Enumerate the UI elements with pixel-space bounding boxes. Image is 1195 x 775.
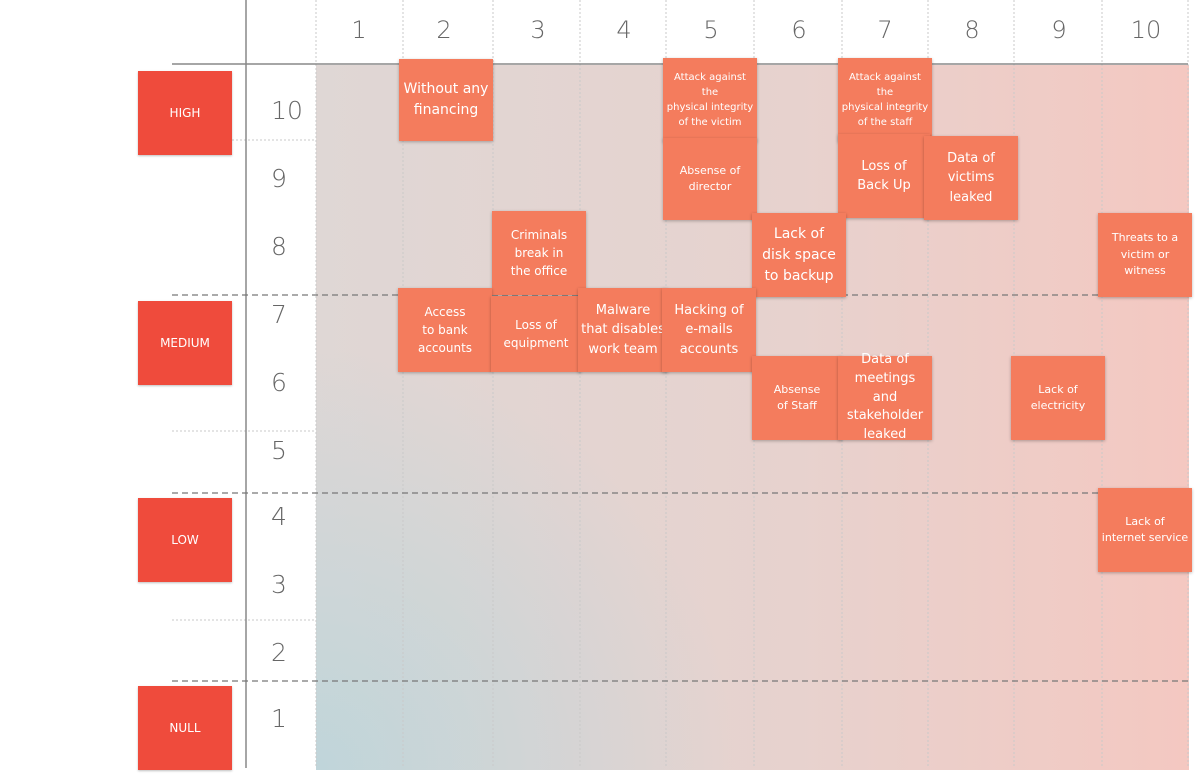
risk-note-loss-backup: Loss of Back Up <box>838 134 930 218</box>
row-number-9: 9 <box>271 164 287 193</box>
column-number-2: 2 <box>436 16 452 44</box>
risk-note-meetings-leaked: Data of meetings and stakeholder leaked <box>838 352 932 442</box>
column-number-6: 6 <box>791 16 807 44</box>
risk-note-absense-staff: Absense of Staff <box>752 356 842 440</box>
risk-note-threats-victim: Threats to a victim or witness <box>1098 213 1192 297</box>
level-null-label: NULL <box>138 686 232 770</box>
row-number-4: 4 <box>271 502 287 531</box>
row-number-8: 8 <box>271 232 287 261</box>
column-number-7: 7 <box>877 16 893 44</box>
risk-note-lack-disk-space: Lack of disk space to backup <box>752 213 846 297</box>
risk-note-criminals-break-in: Criminals break in the office <box>492 211 586 295</box>
row-number-2: 2 <box>271 638 287 667</box>
column-number-4: 4 <box>616 16 632 44</box>
column-number-9: 9 <box>1051 16 1067 44</box>
row-number-1: 1 <box>271 704 287 733</box>
column-number-3: 3 <box>530 16 546 44</box>
column-number-1: 1 <box>351 16 367 44</box>
column-number-8: 8 <box>964 16 980 44</box>
risk-note-loss-equipment: Loss of equipment <box>491 296 581 372</box>
risk-note-absense-director: Absense of director <box>663 138 757 220</box>
risk-note-lack-internet: Lack of internet service <box>1098 488 1192 572</box>
row-number-7: 7 <box>271 300 287 329</box>
column-number-10: 10 <box>1130 16 1162 44</box>
level-low-label: LOW <box>138 498 232 582</box>
risk-note-malware: Malware that disables work team <box>578 288 668 372</box>
risk-note-attack-staff: Attack against the physical integrity of… <box>838 58 932 142</box>
risk-note-victims-leaked: Data of victims leaked <box>924 136 1018 220</box>
row-number-10: 10 <box>271 96 303 125</box>
level-high-label: HIGH <box>138 71 232 155</box>
level-medium-label: MEDIUM <box>138 301 232 385</box>
column-number-5: 5 <box>703 16 719 44</box>
row-number-3: 3 <box>271 570 287 599</box>
risk-note-hacking-emails: Hacking of e-mails accounts <box>662 288 756 372</box>
risk-note-lack-electricity: Lack of electricity <box>1011 356 1105 440</box>
row-number-5: 5 <box>271 436 287 465</box>
row-number-6: 6 <box>271 368 287 397</box>
risk-note-attack-victim: Attack against the physical integrity of… <box>663 58 757 142</box>
risk-note-access-bank: Access to bank accounts <box>398 288 492 372</box>
risk-note-without-financing: Without any financing <box>399 59 493 141</box>
